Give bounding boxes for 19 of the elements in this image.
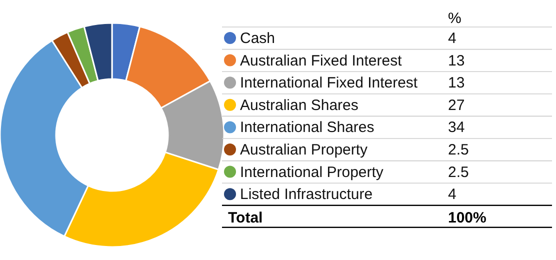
legend-label: International Shares bbox=[240, 119, 374, 136]
data-label: 34 bbox=[448, 119, 465, 136]
legend-label: Listed Infrastructure bbox=[240, 186, 373, 204]
legend-label: Australian Property bbox=[240, 142, 368, 158]
data-label: 13 bbox=[448, 74, 465, 92]
data-label: 4 bbox=[448, 186, 456, 204]
legend-title: % bbox=[448, 10, 462, 27]
legend-label: Cash bbox=[240, 30, 276, 47]
legend-label: International Fixed Interest bbox=[240, 74, 418, 92]
data-label: 2.5 bbox=[448, 142, 469, 158]
legend-label: Australian Fixed Interest bbox=[240, 52, 403, 70]
data-label: 13 bbox=[448, 52, 465, 70]
text: 100% bbox=[448, 209, 486, 226]
data-label: 27 bbox=[448, 96, 465, 114]
legend-label: Australian Shares bbox=[240, 96, 358, 114]
data-label: 2.5 bbox=[448, 164, 469, 181]
text: Total bbox=[228, 209, 263, 226]
legend-label: International Property bbox=[240, 164, 384, 181]
data-label: 4 bbox=[448, 30, 456, 47]
